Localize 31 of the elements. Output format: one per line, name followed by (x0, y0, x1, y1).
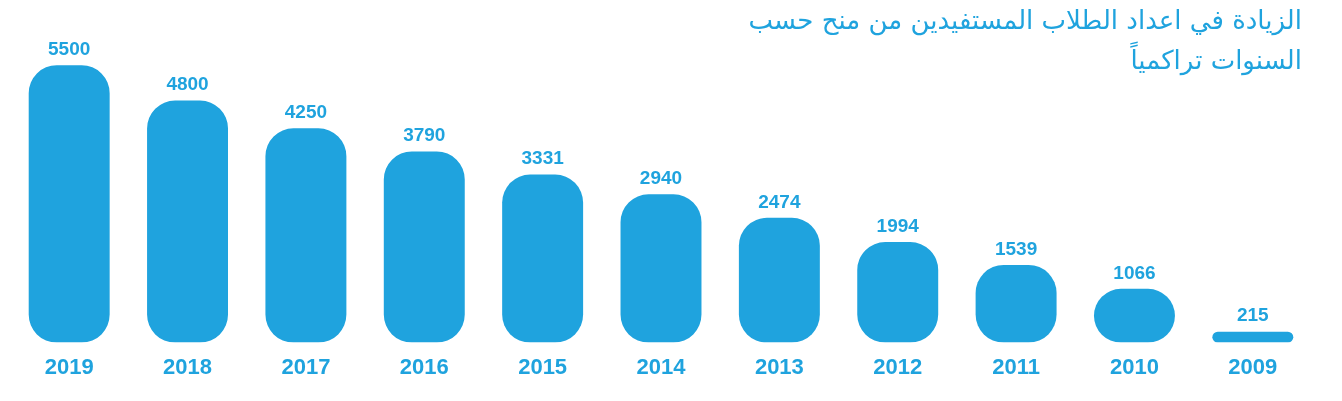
data-label: 215 (1236, 304, 1270, 326)
data-label: 1994 (876, 214, 920, 236)
data-label: 1539 (994, 237, 1038, 259)
x-tick-label: 2016 (399, 353, 449, 379)
x-tick-label: 2013 (754, 353, 804, 379)
data-label: 2474 (758, 190, 801, 212)
x-tick-label: 2012 (873, 353, 923, 379)
bar (738, 217, 820, 343)
bar (265, 128, 347, 343)
x-tick-label: 2019 (44, 353, 94, 379)
data-label: 2940 (639, 167, 683, 189)
data-label: 4250 (284, 100, 328, 122)
data-label: 4800 (166, 73, 209, 95)
data-label: 5500 (48, 37, 91, 59)
x-tick-label: 2014 (636, 353, 687, 379)
chart-title: الزيادة في اعداد الطلاب المستفيدين من منح حسب السنوات تراكمياً (747, 4, 1302, 78)
x-tick-label: 2017 (281, 353, 331, 379)
x-tick-label: 2010 (1109, 353, 1159, 379)
bar (147, 100, 229, 343)
x-tick-label: 2009 (1228, 353, 1278, 379)
x-tick-label: 2018 (163, 353, 213, 379)
bar (1212, 331, 1294, 343)
bar (28, 65, 110, 343)
bar (620, 194, 702, 343)
data-label: 1066 (1113, 261, 1156, 283)
data-label: 3790 (403, 124, 446, 146)
x-tick-label: 2011 (992, 353, 1040, 379)
bar (502, 174, 584, 343)
x-tick-label: 2015 (518, 353, 568, 379)
data-label: 3331 (521, 147, 565, 169)
bar (383, 151, 465, 343)
